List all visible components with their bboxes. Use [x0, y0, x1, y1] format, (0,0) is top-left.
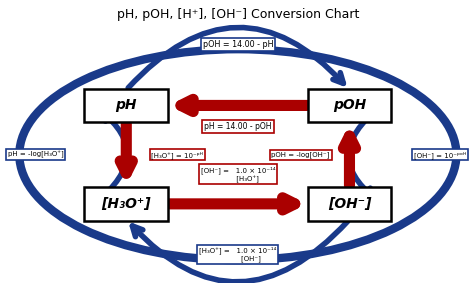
FancyBboxPatch shape: [84, 187, 168, 221]
Text: [H₃O⁺] =   1.0 × 10⁻¹⁴
            [OH⁻]: [H₃O⁺] = 1.0 × 10⁻¹⁴ [OH⁻]: [199, 247, 276, 262]
FancyArrowPatch shape: [128, 28, 343, 88]
Text: [OH⁻]: [OH⁻]: [328, 197, 371, 211]
Text: pH = -log[H₃O⁺]: pH = -log[H₃O⁺]: [8, 151, 64, 158]
Text: [OH⁻] =   1.0 × 10⁻¹⁴
         [H₃O⁺]: [OH⁻] = 1.0 × 10⁻¹⁴ [H₃O⁺]: [201, 166, 275, 183]
Text: [H₃O⁺] = 10⁻ᵖᴴ: [H₃O⁺] = 10⁻ᵖᴴ: [151, 151, 203, 158]
FancyArrowPatch shape: [349, 107, 380, 198]
FancyArrowPatch shape: [132, 222, 347, 282]
Text: [H₃O⁺]: [H₃O⁺]: [101, 197, 151, 211]
FancyBboxPatch shape: [308, 187, 392, 221]
FancyBboxPatch shape: [308, 89, 392, 122]
Text: [OH⁻] = 10⁻ᵖᵒᴴ: [OH⁻] = 10⁻ᵖᵒᴴ: [414, 151, 466, 158]
Text: pH: pH: [116, 99, 137, 112]
Text: pH = 14.00 - pOH: pH = 14.00 - pOH: [204, 122, 272, 131]
FancyArrowPatch shape: [96, 111, 127, 202]
Text: pOH = 14.00 - pH: pOH = 14.00 - pH: [202, 41, 273, 49]
Text: pH, pOH, [H⁺], [OH⁻] Conversion Chart: pH, pOH, [H⁺], [OH⁻] Conversion Chart: [117, 9, 359, 21]
Text: pOH = -log[OH⁻]: pOH = -log[OH⁻]: [272, 151, 330, 158]
Text: pOH: pOH: [333, 99, 366, 112]
FancyBboxPatch shape: [84, 89, 168, 122]
